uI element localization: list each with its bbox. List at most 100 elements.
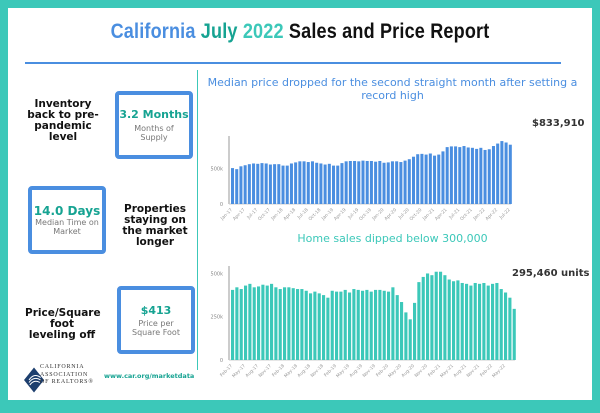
bar-Jun-19 [352, 289, 356, 360]
bar-Aug-17 [257, 286, 261, 360]
x-tick-label: Apr-19 [333, 207, 348, 222]
x-tick-label: May-17 [231, 363, 247, 379]
bar-Jan-22 [483, 149, 487, 204]
bar-Apr-17 [239, 289, 243, 360]
bar-Mar-19 [340, 163, 344, 204]
bar-Dec-18 [326, 297, 330, 360]
bar-Jul-22 [508, 144, 512, 204]
logo-line-2: ASSOCIATION [40, 371, 89, 378]
sales-chart-annotation: 295,460 units [512, 268, 590, 279]
bar-May-17 [247, 164, 251, 204]
y-tick-label: 250k [211, 315, 224, 321]
x-tick-label: May-20 [387, 363, 403, 379]
price-chart-annotation: $833,910 [532, 118, 585, 129]
stat-ppsf-text: Price/Square foot leveling off [25, 307, 101, 341]
stat-days-label: Median Time on Market [35, 218, 99, 236]
bar-Dec-21 [479, 147, 483, 204]
bar-Oct-17 [268, 164, 272, 204]
bar-Apr-20 [395, 295, 399, 360]
bar-Nov-17 [270, 283, 274, 360]
x-tick-label: Jan-20 [370, 207, 385, 222]
bar-Dec-17 [274, 287, 278, 360]
x-tick-label: Nov-21 [465, 363, 481, 379]
bar-Mar-20 [391, 287, 395, 360]
bar-Oct-17 [265, 285, 269, 360]
bar-Aug-21 [465, 283, 469, 360]
bar-Sep-17 [261, 284, 265, 360]
bar-May-21 [452, 281, 456, 360]
bar-Jun-18 [302, 161, 306, 204]
bar-May-19 [348, 292, 352, 360]
page-title: California July 2022 Sales and Price Rep… [42, 20, 558, 44]
bar-Mar-18 [289, 163, 293, 204]
bar-May-20 [400, 302, 404, 360]
bar-Jan-21 [433, 155, 437, 204]
home-sales-chart: 0250k500kFeb-17May-17Aug-17Nov-17Feb-18M… [211, 266, 516, 379]
stat-inventory-box: 3.2 Months Months of Supply [115, 91, 193, 159]
bar-Dec-19 [378, 160, 382, 204]
bar-Apr-22 [496, 143, 500, 204]
bar-Jul-21 [458, 147, 462, 204]
bar-May-21 [449, 146, 453, 204]
bar-Jun-20 [403, 160, 407, 204]
bar-Jul-18 [304, 290, 308, 360]
x-tick-label: May-18 [283, 363, 299, 379]
stat-ppsf-box: $413 Price per Square Foot [117, 286, 195, 354]
bar-Aug-19 [361, 160, 365, 204]
bar-Jul-20 [408, 319, 412, 360]
x-tick-label: Aug-19 [348, 363, 364, 379]
bar-Jan-22 [486, 285, 490, 360]
bar-Sep-20 [416, 154, 420, 204]
bar-Jul-20 [407, 159, 411, 204]
bar-Mar-22 [491, 146, 495, 204]
bar-Sep-21 [466, 147, 470, 204]
x-tick-label: May-22 [491, 363, 507, 379]
bar-Feb-19 [335, 291, 339, 360]
bar-Mar-21 [441, 151, 445, 204]
bar-Nov-18 [323, 164, 327, 204]
bar-Jul-18 [306, 162, 310, 204]
bar-Feb-22 [487, 149, 491, 204]
bar-Jul-17 [252, 287, 256, 360]
bar-Jan-17 [231, 168, 235, 204]
bar-Apr-21 [447, 279, 451, 360]
bar-Jul-21 [460, 282, 464, 360]
title-state: California [110, 20, 196, 43]
bar-Jan-20 [382, 162, 386, 204]
bar-Nov-19 [374, 161, 378, 204]
x-tick-label: Apr-22 [484, 207, 499, 222]
stat-days-text: Properties staying on the market longer [122, 203, 188, 248]
x-tick-label: Aug-21 [452, 363, 468, 379]
x-tick-label: Aug-18 [296, 363, 312, 379]
y-tick-label: 500k [211, 271, 224, 277]
bar-Dec-17 [277, 164, 281, 204]
bar-Sep-21 [469, 285, 473, 360]
bar-Jun-22 [508, 297, 512, 360]
stat-inventory-value: 3.2 Months [119, 108, 189, 121]
stat-ppsf-label: Price per Square Foot [132, 318, 180, 337]
bar-Jan-19 [332, 165, 336, 204]
bar-Feb-20 [387, 291, 391, 360]
bar-Feb-18 [285, 165, 289, 204]
bar-May-17 [244, 285, 248, 360]
bar-Sep-17 [264, 163, 268, 204]
x-tick-label: Jan-22 [471, 207, 486, 222]
market-data-link[interactable]: www.car.org/marketdata [104, 372, 195, 380]
x-tick-label: May-19 [335, 363, 351, 379]
bar-Oct-21 [470, 147, 474, 204]
bar-Oct-18 [317, 293, 321, 360]
bar-May-18 [296, 289, 300, 360]
x-tick-label: Aug-20 [400, 363, 416, 379]
y-tick-label: 500k [211, 166, 224, 172]
bar-Jan-20 [382, 290, 386, 360]
y-tick-label: 0 [220, 358, 223, 364]
x-tick-label: Oct-21 [459, 207, 474, 222]
bar-Oct-19 [369, 291, 373, 360]
bar-Nov-21 [475, 148, 479, 204]
bar-Nov-19 [374, 289, 378, 360]
stat-inventory-label: Months of Supply [134, 124, 174, 142]
bar-Mar-20 [390, 161, 394, 204]
bar-Jan-19 [330, 290, 334, 360]
car-logo-text: CALIFORNIA ASSOCIATION OF REALTORS® [40, 364, 94, 387]
bar-Aug-19 [361, 290, 365, 360]
